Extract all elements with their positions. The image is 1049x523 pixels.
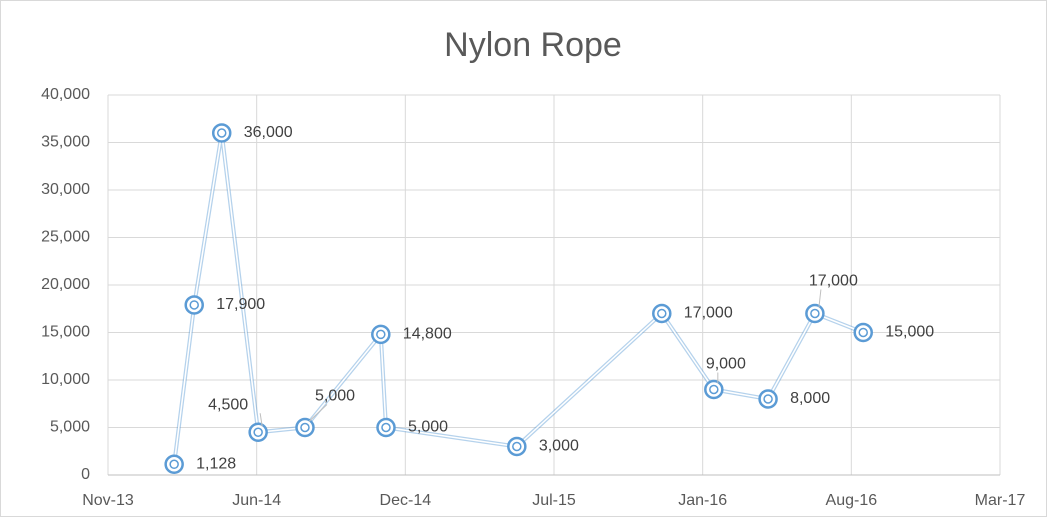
marker-inner [512,441,522,452]
data-point [211,123,232,143]
data-point [376,417,396,438]
data-label: 36,000 [244,124,293,141]
leader-line [308,404,328,422]
y-tick-label: 30,000 [41,181,90,198]
x-tick-label: Aug-16 [826,492,878,509]
data-label: 8,000 [790,390,830,407]
data-point [184,295,204,315]
x-tick-label: Dec-14 [380,492,432,509]
data-label: 17,000 [684,305,733,322]
y-tick-label: 40,000 [41,86,90,103]
data-label: 4,500 [208,396,248,413]
marker-inner [169,459,179,470]
y-tick-label: 5,000 [50,419,90,436]
data-label: 14,800 [403,326,452,343]
y-tick-label: 15,000 [41,324,90,341]
data-point [704,379,724,400]
data-label: 3,000 [539,438,579,455]
x-tick-label: Jan-16 [678,492,727,509]
marker-inner [858,327,868,338]
data-label: 17,900 [216,296,265,313]
y-tick-label: 25,000 [41,229,90,246]
y-tick-label: 10,000 [41,371,90,388]
data-point [758,389,778,409]
x-tick-label: Jul-15 [532,492,576,509]
data-label: 15,000 [885,324,934,341]
data-point [371,324,391,345]
data-point [248,422,268,442]
leader-line [259,413,263,427]
y-tick-label: 0 [81,466,90,483]
marker-inner [189,300,199,310]
data-point [805,303,825,324]
leader-line [818,289,822,308]
marker-inner [253,427,263,437]
marker-inner [216,128,227,138]
x-tick-label: Mar-17 [975,492,1026,509]
data-point [295,417,315,438]
marker-inner [657,308,667,319]
marker-inner [376,329,386,340]
data-point [853,322,873,343]
y-tick-label: 20,000 [41,276,90,293]
marker-inner [709,384,719,395]
data-label: 1,128 [196,456,236,473]
data-label: 9,000 [706,356,746,373]
chart-title: Nylon Rope [444,26,622,64]
marker-inner [810,308,820,319]
x-tick-label: Nov-13 [82,492,134,509]
data-point [164,454,184,475]
data-point [507,436,527,457]
marker-inner [381,422,391,433]
data-label: 5,000 [315,388,355,405]
marker-inner [300,422,310,433]
y-tick-label: 35,000 [41,134,90,151]
data-label: 17,000 [809,273,858,290]
marker-inner [763,394,773,404]
data-point [652,303,672,324]
x-tick-label: Jun-14 [232,492,281,509]
data-label: 5,000 [408,419,448,436]
